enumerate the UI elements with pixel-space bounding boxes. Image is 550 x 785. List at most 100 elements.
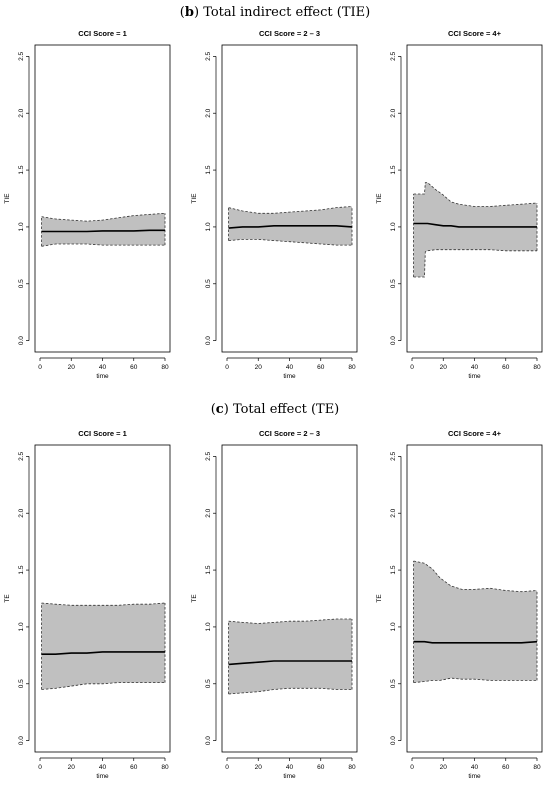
x-tick-label: 80 [348,364,356,371]
x-tick-label: 0 [410,364,414,371]
y-tick-label: 1.5 [390,165,397,174]
y-tick-label: 2.0 [390,508,397,517]
x-tick-label: 20 [68,764,76,771]
estimate-line [413,640,538,644]
y-tick-label: 1.5 [18,565,25,574]
y-tick-label: 1.0 [18,222,25,231]
x-tick-label: 0 [38,364,42,371]
panel-b-3: CCI Score = 4+ 0 20 40 60 80 time 0.0 0.5 1.0 1.5 2… [376,29,543,380]
y-tick-label: 2.5 [390,51,397,60]
y-tick-label: 1.5 [205,165,212,174]
panel-c-3: CCI Score = 4+ 0 20 40 60 80 time 0.0 0.5 1.0 1.5 2… [376,429,543,780]
y-axis-label: TIE [4,193,11,204]
plot-frame [221,444,358,753]
y-tick-label: 0.0 [390,336,397,345]
panel-c-1: CCI Score = 1 0 20 40 60 80 time 0.0 0.5 1.0 1.5 2.… [4,429,171,780]
y-tick-label: 1.5 [18,165,25,174]
y-tick-label: 1.0 [18,622,25,631]
upper-ci-line [41,602,166,606]
confidence-band [413,182,537,277]
x-tick-label: 60 [502,364,510,371]
x-tick-label: 80 [161,364,169,371]
panel-title: CCI Score = 1 [78,29,127,38]
panel-title: CCI Score = 2 – 3 [259,29,320,38]
section-title-b: (b) Total indirect effect (TIE) [180,5,370,20]
x-tick-label: 0 [225,764,229,771]
x-axis-label: time [283,773,296,780]
y-tick-label: 0.0 [18,736,25,745]
lower-ci-line [41,243,165,247]
y-tick-label: 2.5 [205,51,212,60]
x-axis-label: time [96,773,109,780]
y-tick-label: 0.5 [390,679,397,688]
y-tick-label: 1.0 [390,622,397,631]
y-tick-label: 2.0 [18,108,25,117]
lower-ci-line [41,682,165,690]
plot-frame [406,44,543,353]
x-tick-label: 40 [286,764,294,771]
confidence-band [41,603,165,690]
x-tick-label: 40 [286,364,294,371]
y-axis-label: TIE [191,193,198,204]
y-tick-label: 2.0 [205,508,212,517]
y-tick-label: 0.5 [205,279,212,288]
x-axis-label: time [468,373,481,380]
panel-c-2: CCI Score = 2 – 3 0 20 40 60 80 time 0.0 0.5 1.0 1… [191,429,358,780]
y-tick-label: 0.0 [205,336,212,345]
y-tick-label: 0.5 [18,279,25,288]
upper-ci-line [228,206,353,214]
panel-title: CCI Score = 4+ [448,29,502,38]
y-tick-label: 2.5 [18,451,25,460]
y-tick-label: 2.0 [390,108,397,117]
x-tick-label: 80 [533,364,541,371]
x-tick-label: 80 [533,764,541,771]
x-tick-label: 60 [502,764,510,771]
y-tick-label: 0.5 [18,679,25,688]
estimate-line [413,222,537,228]
estimate-line [41,229,165,233]
x-tick-label: 40 [471,764,479,771]
y-tick-label: 0.5 [390,279,397,288]
panel-b-2: CCI Score = 2 – 3 0 20 40 60 80 time 0.0 0.5 1.0 1… [191,29,358,380]
x-tick-label: 20 [440,364,448,371]
y-tick-label: 2.5 [18,51,25,60]
plot-frame [34,444,171,753]
y-axis-label: TE [191,594,198,603]
estimate-line [41,651,165,655]
x-tick-label: 80 [161,764,169,771]
y-tick-label: 2.5 [205,451,212,460]
y-tick-label: 2.0 [18,508,25,517]
x-axis-label: time [96,373,109,380]
plot-frame [406,444,543,753]
x-tick-label: 40 [99,764,107,771]
upper-ci-line [413,560,538,593]
y-tick-label: 2.0 [205,108,212,117]
y-tick-label: 1.5 [205,565,212,574]
x-tick-label: 80 [348,764,356,771]
panel-title: CCI Score = 2 – 3 [259,429,320,438]
x-tick-label: 20 [255,364,263,371]
x-tick-label: 20 [255,764,263,771]
confidence-band [228,619,352,694]
y-tick-label: 1.0 [205,222,212,231]
plot-frame [34,44,171,353]
y-tick-label: 2.5 [390,451,397,460]
confidence-band [413,561,537,683]
lower-ci-line [413,677,537,683]
lower-ci-line [413,249,537,278]
y-tick-label: 1.5 [390,565,397,574]
x-tick-label: 60 [317,764,325,771]
upper-ci-line [413,182,538,207]
section-title-c: (c) Total effect (TE) [211,402,340,417]
chart-panels: CCI Score = 1 0 20 40 60 80 time 0.0 0.5 1.0 1.5 2.… [4,29,543,780]
panel-title: CCI Score = 4+ [448,429,502,438]
x-axis-label: time [283,373,296,380]
plot-frame [221,44,358,353]
y-axis-label: TE [4,594,11,603]
x-tick-label: 40 [99,364,107,371]
panel-b-1: CCI Score = 1 0 20 40 60 80 time 0.0 0.5 1.0 1.5 2.… [4,29,171,380]
x-axis-label: time [468,773,481,780]
lower-ci-line [228,239,352,246]
x-tick-label: 20 [68,364,76,371]
